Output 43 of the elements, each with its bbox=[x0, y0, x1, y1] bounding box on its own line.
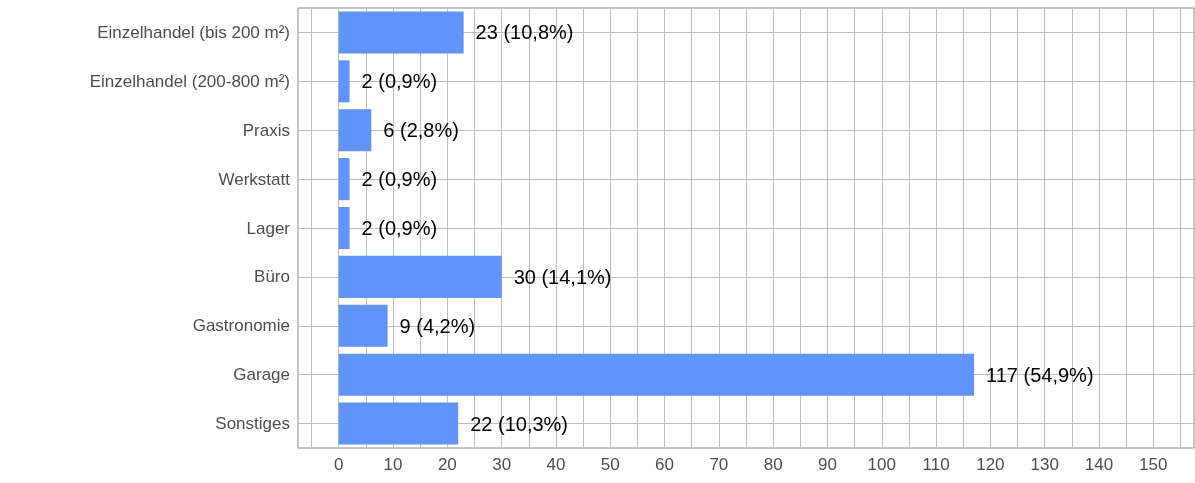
x-tick-label: 10 bbox=[383, 455, 403, 474]
x-tick-label: 120 bbox=[976, 455, 1005, 474]
data-label: 2 (0,9%) bbox=[361, 168, 438, 191]
data-label: 22 (10,3%) bbox=[470, 412, 569, 435]
data-label: 2 (0,9%) bbox=[361, 217, 438, 239]
data-label: 117 (54,9%) bbox=[986, 363, 1094, 386]
bar bbox=[338, 304, 388, 347]
x-tick-label: 70 bbox=[709, 455, 729, 474]
bar bbox=[338, 109, 372, 152]
bar bbox=[338, 158, 350, 201]
y-tick-label: Praxis bbox=[242, 120, 290, 140]
x-tick-label: 130 bbox=[1030, 455, 1059, 474]
x-tick-label: 100 bbox=[867, 455, 896, 474]
data-label: 6 (2,8%) bbox=[383, 119, 459, 142]
bar bbox=[338, 402, 459, 445]
x-tick-label: 80 bbox=[763, 455, 783, 474]
x-tick-label: 50 bbox=[600, 455, 620, 474]
y-tick-label: Büro bbox=[254, 267, 290, 287]
bar bbox=[338, 60, 350, 103]
data-label: 9 (4,2%) bbox=[399, 314, 476, 337]
x-tick-label: 20 bbox=[437, 455, 457, 474]
data-label: 30 (14,1%) bbox=[513, 265, 612, 288]
y-tick-label: Werkstatt bbox=[218, 169, 291, 189]
x-tick-label: 90 bbox=[817, 455, 837, 474]
bar bbox=[338, 255, 502, 298]
bar bbox=[338, 11, 464, 54]
y-tick-label: Lager bbox=[246, 218, 291, 238]
data-label: 2 (0,9%) bbox=[361, 70, 438, 93]
y-tick-label: Sonstiges bbox=[215, 414, 290, 434]
y-tick-label: Einzelhandel (200-800 m²) bbox=[89, 71, 290, 91]
bar bbox=[338, 353, 975, 396]
y-tick-label: Garage bbox=[233, 365, 290, 385]
data-label: 23 (10,8%) bbox=[475, 21, 574, 44]
x-tick-label: 40 bbox=[546, 455, 566, 474]
y-tick-label: Gastronomie bbox=[192, 316, 290, 336]
x-tick-label: 110 bbox=[922, 455, 950, 474]
x-tick-label: 0 bbox=[333, 455, 344, 474]
x-tick-label: 150 bbox=[1139, 455, 1168, 474]
y-tick-label: Einzelhandel (bis 200 m²) bbox=[97, 22, 290, 42]
x-tick-label: 60 bbox=[655, 455, 675, 474]
bar bbox=[338, 206, 350, 250]
x-tick-label: 30 bbox=[492, 455, 512, 474]
x-tick-label: 140 bbox=[1084, 455, 1114, 474]
